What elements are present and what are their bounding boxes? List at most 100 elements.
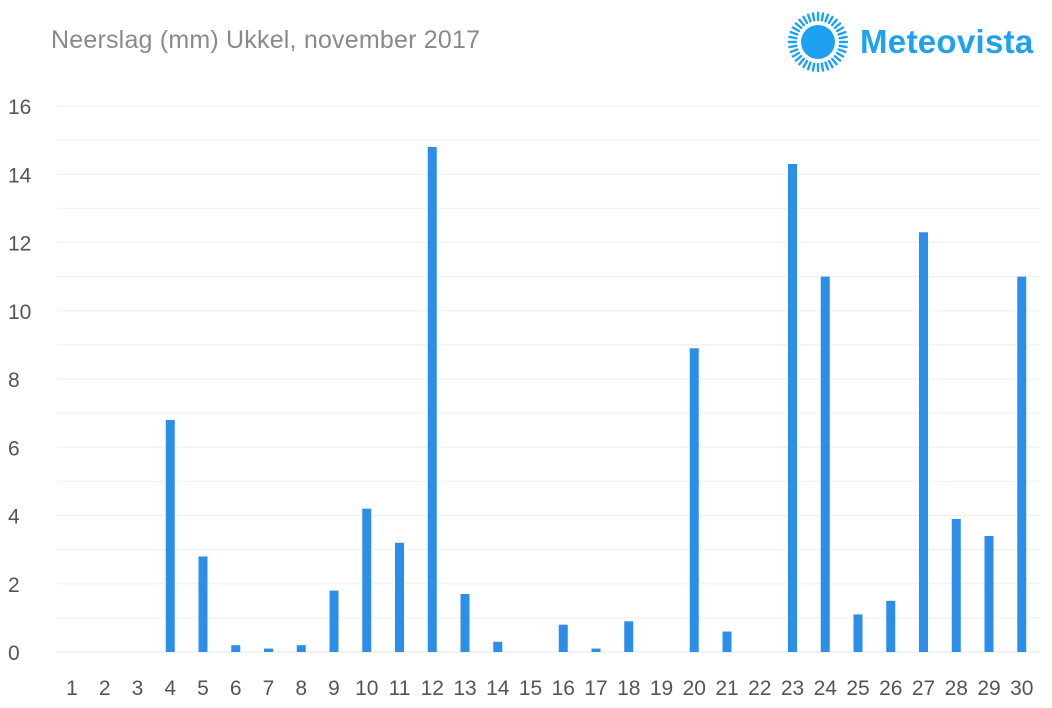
sun-ray xyxy=(788,44,798,49)
chart-title: Neerslag (mm) Ukkel, november 2017 xyxy=(51,26,481,54)
sun-ray xyxy=(837,30,847,36)
bar xyxy=(788,164,797,652)
sun-ray xyxy=(802,15,809,25)
y-tick-label: 4 xyxy=(8,506,20,529)
sun-ray xyxy=(824,13,830,23)
sun-ray xyxy=(830,18,838,27)
x-tick-label: 8 xyxy=(295,677,307,700)
sun-ray xyxy=(827,59,834,69)
sun-ray xyxy=(806,13,812,23)
x-tick-label: 22 xyxy=(748,677,771,700)
x-tick-label: 9 xyxy=(328,677,340,700)
bar xyxy=(231,645,241,652)
sun-ray xyxy=(827,15,834,25)
sun-icon xyxy=(787,11,849,73)
sun-ray xyxy=(835,26,845,33)
x-tick-label: 26 xyxy=(879,677,902,700)
bar xyxy=(395,542,404,652)
sun-ray xyxy=(820,12,825,22)
bar xyxy=(493,641,503,652)
sun-ray xyxy=(811,12,816,22)
bar xyxy=(264,648,273,652)
bars xyxy=(165,146,1027,652)
sun-ray xyxy=(835,51,845,58)
bar xyxy=(689,348,699,652)
x-tick-label: 23 xyxy=(781,677,804,700)
x-tick-label: 6 xyxy=(230,677,242,700)
sun-ray xyxy=(838,35,848,40)
x-tick-label: 15 xyxy=(519,677,542,700)
x-tick-label: 19 xyxy=(650,677,673,700)
x-tick-label: 30 xyxy=(1010,677,1033,700)
bar xyxy=(853,614,863,652)
x-tick-label: 24 xyxy=(814,677,838,700)
brand-logo: Meteovista xyxy=(786,10,1034,74)
bar xyxy=(329,590,339,652)
y-tick-label: 2 xyxy=(8,574,20,597)
sun-ray xyxy=(798,18,806,27)
y-tick-label: 14 xyxy=(8,164,32,187)
x-tick-label: 1 xyxy=(66,677,78,700)
sun-ray xyxy=(802,59,809,69)
y-tick-label: 0 xyxy=(8,642,20,665)
bar xyxy=(296,645,306,652)
x-axis-ticks: 1 2 3 4 5 6 7 8 9 10 11 12 13 14 15 16 17 18 19 20 21 22 23 24 2… xyxy=(66,677,1033,700)
bar xyxy=(362,508,372,652)
sun-ray xyxy=(791,51,801,58)
sun-ray xyxy=(789,30,799,36)
bar xyxy=(427,146,437,652)
x-tick-label: 3 xyxy=(132,677,144,700)
bar xyxy=(591,648,601,652)
sun-ray xyxy=(833,22,842,30)
x-tick-label: 10 xyxy=(355,677,378,700)
bar xyxy=(951,518,961,652)
x-tick-label: 27 xyxy=(912,677,935,700)
x-tick-label: 12 xyxy=(421,677,444,700)
bar xyxy=(165,419,175,652)
bar xyxy=(984,535,994,652)
x-tick-label: 13 xyxy=(453,677,476,700)
sun-ray xyxy=(837,48,847,54)
bar xyxy=(624,621,634,652)
x-tick-label: 14 xyxy=(486,677,510,700)
sun-ray xyxy=(820,62,825,72)
x-tick-label: 20 xyxy=(683,677,706,700)
sun-ray xyxy=(791,26,801,33)
bar xyxy=(558,624,568,652)
sun-ray xyxy=(794,54,803,62)
bar xyxy=(460,593,470,652)
sun-ray xyxy=(806,61,812,71)
sun-ray xyxy=(830,57,838,66)
sun-ray xyxy=(788,35,798,40)
y-tick-label: 8 xyxy=(8,369,20,392)
sun-ray xyxy=(833,54,842,62)
bar xyxy=(722,631,732,652)
x-tick-label: 7 xyxy=(263,677,275,700)
bar xyxy=(919,232,928,652)
sun-ray xyxy=(794,22,803,30)
y-tick-label: 16 xyxy=(8,96,31,119)
y-axis-ticks: 0 2 4 6 8 10 12 14 16 xyxy=(8,96,32,665)
x-tick-label: 4 xyxy=(164,677,176,700)
x-tick-label: 29 xyxy=(977,677,1000,700)
x-tick-label: 5 xyxy=(197,677,209,700)
x-tick-label: 18 xyxy=(617,677,640,700)
bar xyxy=(198,556,208,652)
x-tick-label: 17 xyxy=(584,677,607,700)
brand-name: Meteovista xyxy=(860,23,1034,60)
x-tick-label: 25 xyxy=(846,677,869,700)
bar xyxy=(820,276,830,652)
y-tick-label: 10 xyxy=(8,301,31,324)
x-tick-label: 2 xyxy=(99,677,111,700)
x-tick-label: 21 xyxy=(715,677,738,700)
sun-ray xyxy=(798,57,806,66)
x-tick-label: 16 xyxy=(552,677,575,700)
x-tick-label: 11 xyxy=(389,677,411,700)
bar xyxy=(1017,276,1027,652)
sun-ray xyxy=(789,48,799,54)
y-tick-label: 12 xyxy=(8,233,31,256)
gridlines xyxy=(57,105,1040,653)
bar xyxy=(886,600,896,652)
x-tick-label: 28 xyxy=(945,677,968,700)
